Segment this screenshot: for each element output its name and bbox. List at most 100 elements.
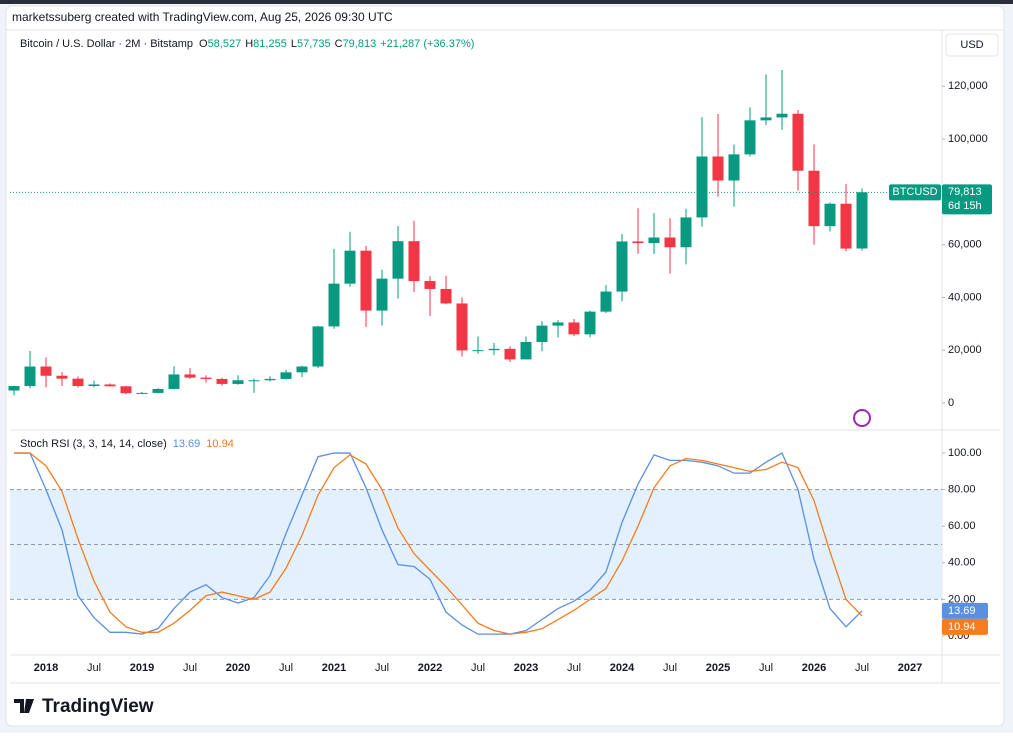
attribution: marketssuberg created with TradingView.c… <box>12 10 393 24</box>
x-tick-label: 2022 <box>418 662 442 674</box>
change: +21,287 (+36.37%) <box>380 38 474 50</box>
candle-body <box>8 386 20 391</box>
candle-body <box>184 374 196 378</box>
top-edge <box>0 0 1013 4</box>
y-tick-label: 80.00 <box>948 484 976 496</box>
y-tick-label: 40,000 <box>948 291 982 303</box>
countdown: 6d 15h <box>948 200 982 212</box>
candle-body <box>168 374 180 389</box>
candle-body <box>632 241 644 244</box>
indicator-title: Stoch RSI (3, 3, 14, 14, close) <box>20 438 167 450</box>
candle-body <box>472 350 484 352</box>
value-tag: 10.94 <box>948 621 976 633</box>
candle-body <box>280 372 292 379</box>
x-tick-label: Jul <box>471 662 485 674</box>
candle-body <box>616 241 628 292</box>
ohlc-key: L <box>291 38 297 50</box>
candle-body <box>760 117 772 121</box>
logo-icon <box>14 699 34 713</box>
candle-body <box>536 325 548 342</box>
candle-body <box>232 380 244 384</box>
candle-body <box>72 378 84 387</box>
candle-body <box>568 322 580 335</box>
x-tick-label: Jul <box>375 662 389 674</box>
ohlc-value: 58,527 <box>208 38 242 50</box>
x-tick-label: 2019 <box>130 662 154 674</box>
y-tick-label: 40.00 <box>948 557 976 569</box>
price-tag-box <box>942 184 992 215</box>
candle-body <box>712 156 724 181</box>
ohlc-key: O <box>199 38 208 50</box>
symbol-tag: BTCUSD <box>892 186 937 198</box>
candle-body <box>856 192 868 249</box>
candle-body <box>504 348 516 360</box>
candle-body <box>488 348 500 351</box>
y-tick-label: 100,000 <box>948 133 988 145</box>
legend-value: 13.69 <box>173 438 201 450</box>
x-tick-label: 2026 <box>802 662 826 674</box>
ohlc-key: C <box>335 38 343 50</box>
candle-body <box>88 384 100 387</box>
y-tick-label: 60.00 <box>948 520 976 532</box>
currency[interactable]: USD <box>960 39 983 51</box>
candle-body <box>584 311 596 335</box>
y-tick-label: 0 <box>948 397 954 409</box>
candle-body <box>104 384 116 387</box>
x-tick-label: 2025 <box>706 662 730 674</box>
candle-body <box>840 203 852 249</box>
ohlc-value: 81,255 <box>253 38 287 50</box>
x-tick-label: Jul <box>567 662 581 674</box>
candle-body <box>120 386 132 394</box>
candle-body <box>360 250 372 311</box>
currency-button[interactable] <box>945 33 999 57</box>
value-tag-box <box>942 602 988 619</box>
candle-body <box>408 241 420 282</box>
candle-body <box>296 366 308 373</box>
candle-body <box>344 250 356 284</box>
candle-body <box>424 281 436 289</box>
candle-body <box>248 380 260 382</box>
x-tick-label: Jul <box>279 662 293 674</box>
y-tick-label: 120,000 <box>948 80 988 92</box>
candle-body <box>136 392 148 394</box>
candle-body <box>728 154 740 181</box>
candle-body <box>440 288 452 304</box>
indicator-legend: Stoch RSI (3, 3, 14, 14, close) 13.69 10.9… <box>20 438 234 450</box>
y-tick-label: 60,000 <box>948 239 982 251</box>
legend-value: 10.94 <box>206 438 234 450</box>
candle-body <box>520 341 532 360</box>
candle-body <box>744 120 756 155</box>
candle-body <box>40 366 52 376</box>
x-tick-label: 2020 <box>226 662 250 674</box>
candle-body <box>696 156 708 218</box>
y-tick-label: 20.00 <box>948 593 976 605</box>
y-tick-label: 20,000 <box>948 344 982 356</box>
symbol-line: Bitcoin / U.S. Dollar · 2M · Bitstamp O58… <box>20 38 474 50</box>
logo: TradingView <box>42 696 154 717</box>
ohlc-value: 57,735 <box>297 38 331 50</box>
y-tick-label: 100.00 <box>948 447 982 459</box>
candle-body <box>680 217 692 248</box>
candle-body <box>392 241 404 279</box>
x-tick-label: Jul <box>855 662 869 674</box>
candle-body <box>376 278 388 311</box>
candle-body <box>216 378 228 384</box>
value-tag-box <box>942 618 988 635</box>
icon[interactable] <box>853 409 871 427</box>
candle-body <box>600 291 612 312</box>
x-tick-label: 2021 <box>322 662 346 674</box>
x-tick-label: Jul <box>759 662 773 674</box>
candle-body <box>200 377 212 379</box>
candle-body <box>792 113 804 171</box>
x-tick-label: 2024 <box>610 662 635 674</box>
candle-body <box>264 378 276 381</box>
stoch-line <box>14 452 863 635</box>
x-tick-label: Jul <box>663 662 677 674</box>
x-tick-label: Jul <box>183 662 197 674</box>
x-tick-label: 2027 <box>898 662 922 674</box>
x-tick-label: 2018 <box>34 662 58 674</box>
candle-body <box>328 283 340 327</box>
candle-body <box>456 303 468 351</box>
